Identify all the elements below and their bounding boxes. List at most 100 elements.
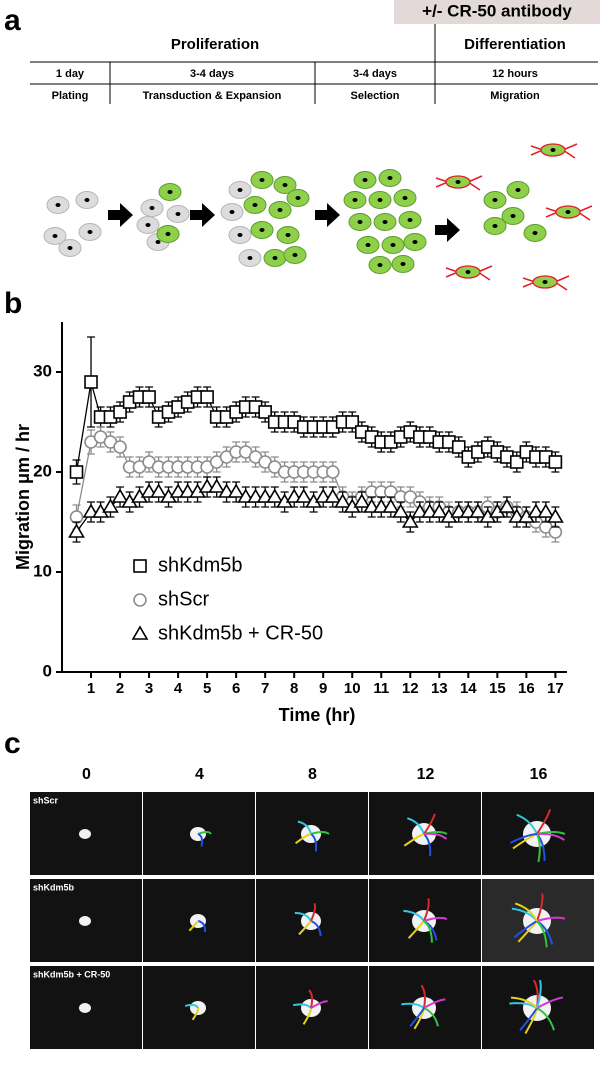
track bbox=[536, 833, 541, 863]
track bbox=[536, 832, 565, 841]
x-tick-label: 17 bbox=[547, 680, 564, 697]
x-tick-label: 7 bbox=[261, 680, 269, 697]
track bbox=[310, 920, 322, 937]
track bbox=[536, 808, 552, 835]
row-label: shKdm5b + CR-50 bbox=[33, 969, 110, 979]
track bbox=[184, 1003, 199, 1009]
track bbox=[298, 920, 312, 936]
cell-cluster bbox=[79, 916, 91, 926]
x-tick-label: 11 bbox=[373, 680, 389, 697]
track bbox=[536, 1007, 555, 1031]
marker bbox=[498, 498, 516, 513]
marker bbox=[84, 375, 98, 389]
marker bbox=[113, 405, 127, 419]
row-label: shScr bbox=[33, 795, 59, 805]
track bbox=[197, 831, 212, 835]
track bbox=[536, 996, 564, 1009]
cells bbox=[43, 143, 593, 291]
track bbox=[191, 1007, 200, 1021]
marker bbox=[345, 415, 360, 429]
track bbox=[406, 817, 425, 835]
track bbox=[188, 920, 199, 932]
marker bbox=[353, 493, 371, 508]
legend-label: shKdm5b + CR-50 bbox=[158, 622, 323, 644]
marker bbox=[527, 503, 545, 518]
marker bbox=[382, 498, 400, 513]
track bbox=[197, 833, 204, 847]
timepoint: 12 bbox=[417, 766, 435, 783]
marker bbox=[537, 503, 555, 518]
step: Selection bbox=[351, 90, 400, 102]
track bbox=[536, 920, 548, 948]
duration: 3-4 days bbox=[353, 68, 397, 80]
x-tick-label: 14 bbox=[460, 680, 477, 697]
x-tick-label: 8 bbox=[290, 680, 298, 697]
legend-label: shScr bbox=[158, 588, 209, 610]
track bbox=[514, 902, 538, 922]
marker bbox=[295, 488, 313, 503]
track bbox=[516, 813, 538, 835]
track bbox=[536, 916, 566, 922]
y-tick-label: 0 bbox=[43, 661, 52, 680]
marker bbox=[111, 488, 129, 503]
track bbox=[407, 920, 425, 939]
y-axis-label: Migration μm / hr bbox=[13, 424, 33, 570]
track bbox=[294, 833, 312, 845]
track bbox=[423, 916, 448, 922]
marker bbox=[548, 525, 563, 539]
marker bbox=[179, 483, 197, 498]
marker bbox=[68, 523, 85, 538]
marker bbox=[113, 440, 127, 454]
track bbox=[302, 1007, 312, 1025]
track bbox=[510, 996, 538, 1009]
step: Migration bbox=[490, 90, 540, 102]
banner-bg bbox=[394, 0, 600, 24]
legend-label: shKdm5b bbox=[158, 554, 243, 576]
marker bbox=[258, 405, 272, 419]
marker bbox=[200, 390, 214, 404]
marker bbox=[401, 513, 419, 528]
marker bbox=[208, 478, 226, 493]
track bbox=[423, 1007, 439, 1027]
marker bbox=[548, 455, 563, 469]
duration: 1 day bbox=[56, 68, 85, 80]
track bbox=[293, 1003, 312, 1009]
track bbox=[423, 998, 446, 1009]
track bbox=[423, 832, 448, 840]
track bbox=[308, 989, 314, 1009]
track bbox=[310, 1000, 328, 1009]
track bbox=[420, 984, 426, 1009]
x-tick-label: 10 bbox=[344, 680, 361, 697]
micrographs: 0 4 8 12 16 shScr shKdm5b shKdm5b + CR-50 bbox=[30, 766, 594, 1049]
track bbox=[401, 1002, 425, 1009]
legend-marker bbox=[131, 625, 149, 640]
track bbox=[509, 833, 538, 844]
marker bbox=[142, 390, 156, 404]
marker bbox=[237, 488, 255, 503]
y-tick-label: 10 bbox=[33, 561, 52, 580]
track bbox=[310, 833, 318, 852]
marker bbox=[411, 503, 429, 518]
x-tick-label: 2 bbox=[116, 680, 124, 697]
x-tick-label: 13 bbox=[431, 680, 448, 697]
timepoint: 8 bbox=[308, 766, 317, 783]
track bbox=[423, 813, 436, 835]
x-tick-label: 5 bbox=[203, 680, 211, 697]
duration: 12 hours bbox=[492, 68, 538, 80]
marker bbox=[392, 503, 410, 518]
panel-label: a bbox=[4, 4, 21, 37]
marker bbox=[509, 455, 524, 469]
row-label: shKdm5b bbox=[33, 882, 75, 892]
marker bbox=[334, 493, 352, 508]
panel-label: c bbox=[4, 727, 21, 760]
x-axis-label: Time (hr) bbox=[279, 705, 356, 725]
track bbox=[403, 833, 425, 847]
step: Transduction & Expansion bbox=[143, 90, 282, 102]
marker bbox=[325, 465, 340, 479]
cell-cluster bbox=[79, 1003, 91, 1013]
x-tick-label: 4 bbox=[174, 680, 183, 697]
marker bbox=[469, 503, 487, 518]
marker bbox=[227, 483, 245, 498]
